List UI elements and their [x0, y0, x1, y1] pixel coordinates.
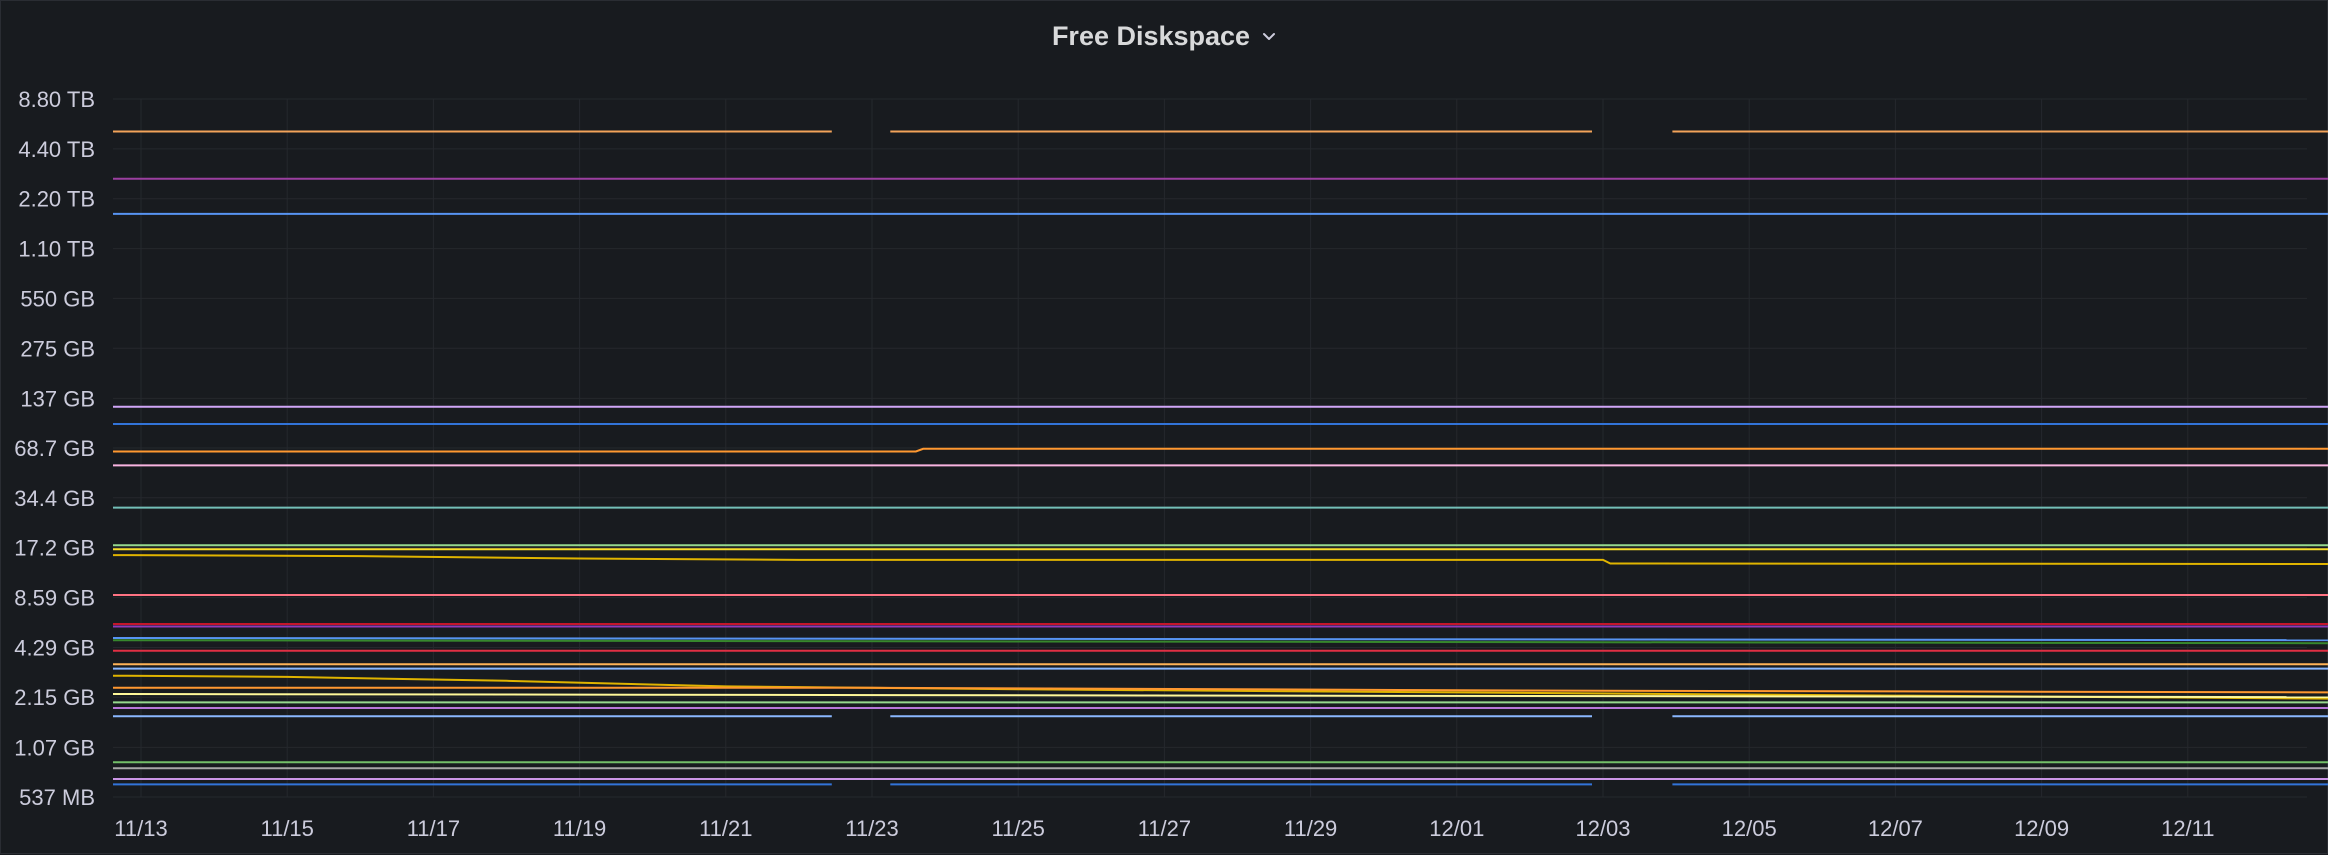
panel-title-menu[interactable]: Free Diskspace: [1052, 21, 1278, 52]
x-tick-label: 11/25: [991, 816, 1044, 841]
chart-grid: [113, 98, 2307, 798]
y-tick-label: 1.07 GB: [14, 735, 95, 760]
x-tick-label: 11/29: [1284, 816, 1337, 841]
y-tick-label: 275 GB: [20, 336, 95, 361]
x-tick-label: 12/07: [1868, 816, 1923, 841]
x-tick-label: 11/23: [845, 816, 898, 841]
y-axis: 8.80 TB 4.40 TB 2.20 TB 1.10 TB 550 GB 275 GB…: [14, 87, 95, 810]
x-axis: 11/13 11/15 11/17 11/19 11/21 11/23 11/25 11/27…: [114, 816, 2214, 841]
y-tick-label: 550 GB: [20, 286, 95, 311]
x-tick-label: 12/03: [1575, 816, 1630, 841]
series-line[interactable]: [113, 686, 2328, 694]
chevron-down-icon: [1263, 33, 1276, 40]
x-tick-label: 11/17: [407, 816, 460, 841]
y-tick-label: 137 GB: [20, 386, 95, 411]
y-tick-label: 34.4 GB: [14, 486, 95, 511]
y-tick-label: 17.2 GB: [14, 536, 95, 561]
y-tick-label: 4.29 GB: [14, 636, 95, 661]
panel-title: Free Diskspace: [1051, 20, 1251, 51]
x-tick-label: 12/01: [1429, 816, 1484, 841]
series-line[interactable]: [112, 693, 2328, 699]
series-line[interactable]: [113, 447, 2328, 453]
x-tick-label: 12/09: [2014, 816, 2069, 841]
x-tick-label: 11/21: [699, 816, 752, 841]
x-tick-label: 11/13: [114, 816, 167, 841]
y-tick-label: 2.15 GB: [14, 685, 95, 710]
series-line[interactable]: [112, 554, 2328, 565]
y-tick-label: 68.7 GB: [14, 436, 95, 461]
x-tick-label: 11/27: [1138, 816, 1191, 841]
y-tick-label: 537 MB: [19, 785, 95, 810]
x-tick-label: 12/05: [1722, 816, 1777, 841]
y-tick-label: 8.80 TB: [18, 87, 95, 112]
y-tick-label: 8.59 GB: [14, 586, 95, 611]
y-tick-label: 1.10 TB: [18, 237, 95, 262]
x-tick-label: 12/11: [2161, 816, 2214, 841]
panel-header: Free Diskspace: [1, 1, 2328, 71]
series-line[interactable]: [112, 637, 2328, 642]
x-tick-label: 11/19: [553, 816, 606, 841]
series-layer: [112, 130, 2328, 786]
x-tick-label: 11/15: [260, 816, 313, 841]
series-line[interactable]: [112, 639, 2328, 645]
y-tick-label: 2.20 TB: [18, 187, 95, 212]
y-tick-label: 4.40 TB: [18, 137, 95, 162]
